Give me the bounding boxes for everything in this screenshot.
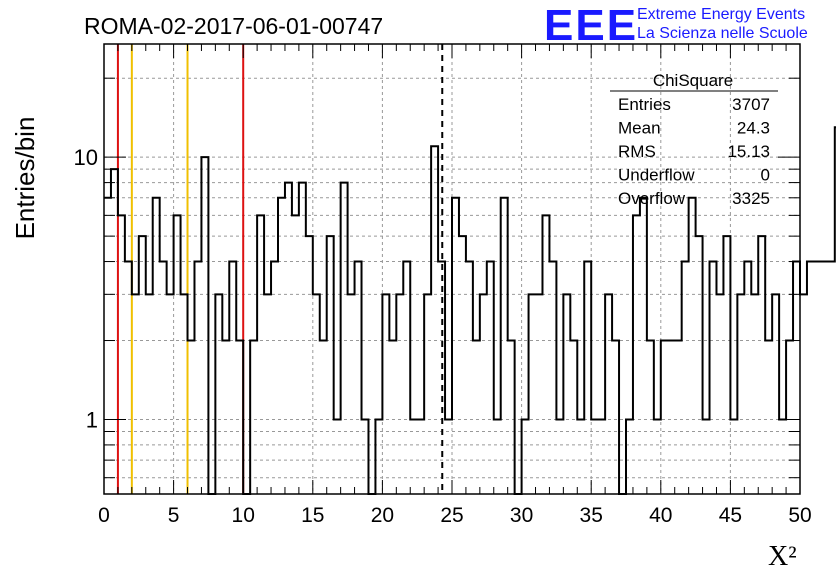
stats-title: ChiSquare <box>653 71 733 90</box>
x-tick-label: 25 <box>440 504 463 527</box>
logo-line-1: Extreme Energy Events <box>637 6 805 23</box>
x-axis-label: X² <box>768 541 797 572</box>
logo-letters: EEE <box>544 1 638 50</box>
stats-label: RMS <box>618 142 656 161</box>
stats-label: Underflow <box>618 166 695 185</box>
x-tick-label: 5 <box>168 504 180 527</box>
stats-value: 3707 <box>732 95 770 114</box>
axis-ticks <box>103 44 801 494</box>
stats-label: Overflow <box>618 189 686 208</box>
histogram-outline <box>104 126 836 495</box>
x-tick-label: 50 <box>788 504 811 527</box>
eee-logo: EEE Extreme Energy Events La Scienza nel… <box>544 1 808 50</box>
x-tick-labels: 0 5 10 15 20 25 30 35 40 45 50 <box>98 504 812 527</box>
stats-value: 24.3 <box>737 119 770 138</box>
x-tick-label: 40 <box>649 504 672 527</box>
stats-value: 3325 <box>732 189 770 208</box>
x-tick-label: 45 <box>719 504 742 527</box>
x-tick-label: 15 <box>301 504 324 527</box>
logo-line-2: La Scienza nelle Scuole <box>637 25 808 42</box>
stats-label: Mean <box>618 119 661 138</box>
x-tick-label: 0 <box>98 504 110 527</box>
stats-box: ChiSquare Entries 3707 Mean 24.3 RMS 15.13 Und… <box>610 71 778 208</box>
y-axis-label: Entries/bin <box>10 117 40 240</box>
stats-value: 15.13 <box>727 142 770 161</box>
x-tick-label: 30 <box>510 504 533 527</box>
y-tick-labels: 1 10 <box>74 145 98 432</box>
stats-value: 0 <box>761 166 770 185</box>
histogram-series <box>104 126 836 495</box>
stats-label: Entries <box>618 95 671 114</box>
run-title: ROMA-02-2017-06-01-00747 <box>84 13 383 39</box>
y-tick-label: 10 <box>74 145 98 170</box>
x-tick-label: 20 <box>371 504 394 527</box>
x-tick-label: 35 <box>580 504 603 527</box>
x-tick-label: 10 <box>232 504 255 527</box>
y-tick-label: 1 <box>86 407 98 432</box>
